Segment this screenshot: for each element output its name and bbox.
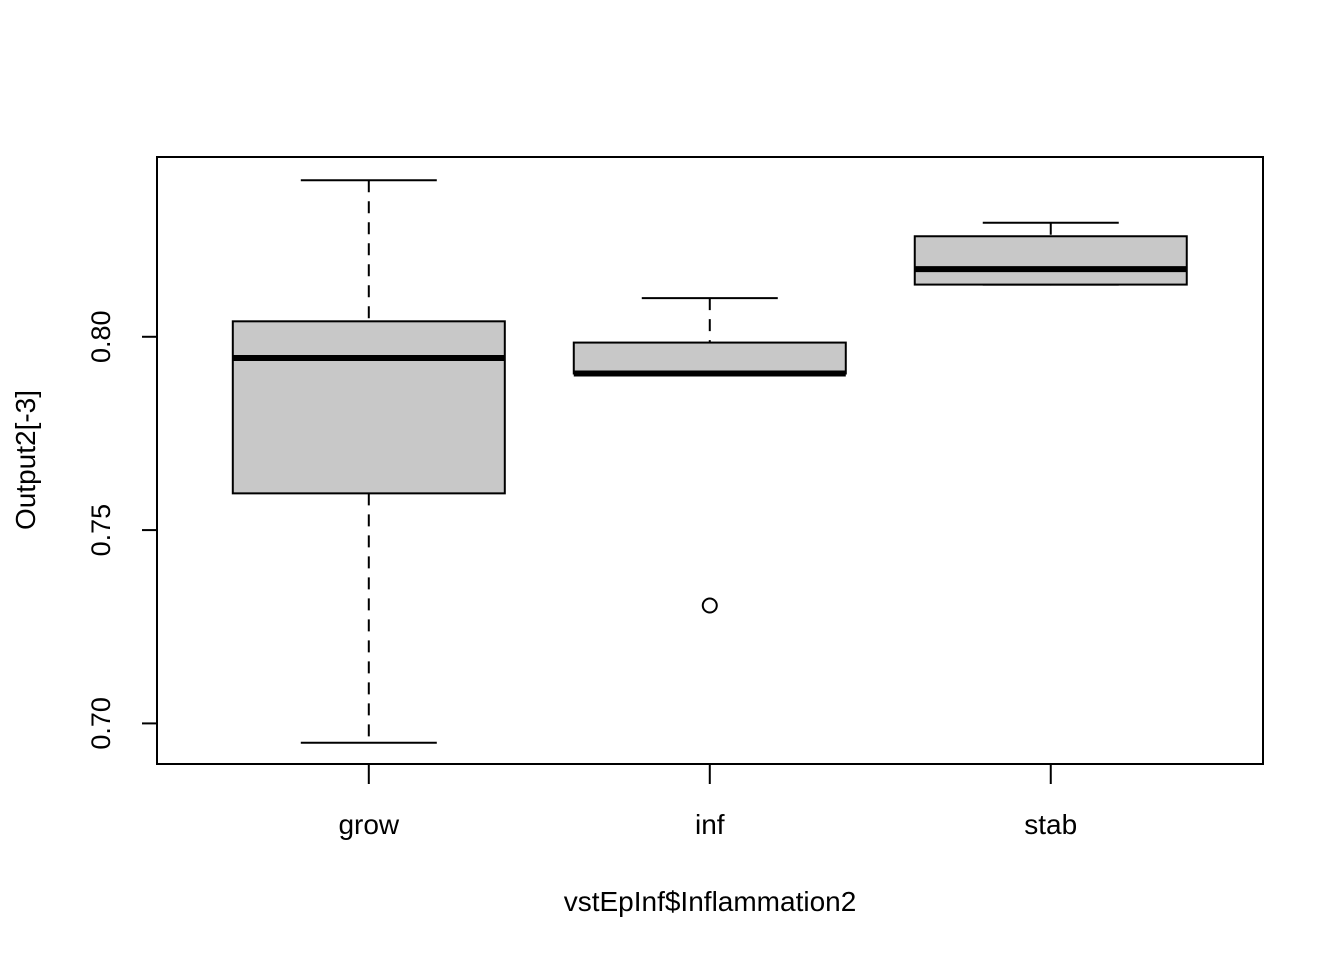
box-group-grow: [231, 179, 506, 744]
x-axis-title: vstEpInf$Inflammation2: [564, 886, 857, 917]
box-group-stab: [913, 221, 1188, 286]
box: [913, 235, 1188, 286]
x-tick-label: inf: [695, 809, 725, 840]
y-tick-label: 0.80: [86, 310, 116, 363]
boxes-layer: [231, 179, 1188, 744]
outlier-point: [701, 597, 718, 614]
y-axis-title: Output2[-3]: [10, 390, 41, 530]
y-axis: 0.70 0.75 0.80: [86, 310, 158, 750]
x-tick-label: stab: [1024, 809, 1077, 840]
x-axis: grow inf stab: [338, 764, 1077, 840]
x-tick-label: grow: [338, 809, 399, 840]
box-group-inf: [572, 297, 847, 614]
y-tick-label: 0.70: [86, 697, 116, 750]
box: [572, 341, 847, 375]
box: [231, 320, 506, 495]
y-tick-label: 0.75: [86, 504, 116, 557]
